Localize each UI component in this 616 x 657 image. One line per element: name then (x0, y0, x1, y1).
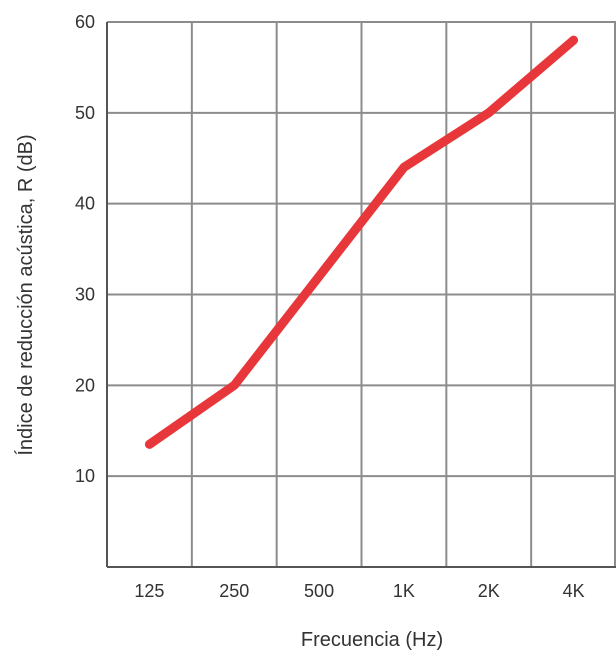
y-tick-label: 20 (75, 375, 95, 395)
x-tick-label: 1K (393, 581, 415, 601)
x-tick-label: 2K (478, 581, 500, 601)
series-layer (144, 35, 579, 449)
label-layer: Frecuencia (Hz) Índice de reducción acús… (14, 12, 585, 651)
grid-layer (107, 21, 616, 567)
series-line (144, 35, 579, 449)
axis-layer (106, 22, 616, 568)
y-tick-label: 60 (75, 12, 95, 32)
y-tick-label: 30 (75, 285, 95, 305)
x-tick-label: 4K (563, 581, 585, 601)
x-tick-label: 125 (134, 581, 164, 601)
y-tick-label: 40 (75, 194, 95, 214)
y-tick-label: 50 (75, 103, 95, 123)
y-axis-title: Índice de reducción acústica, R (dB) (14, 134, 37, 455)
x-axis-title: Frecuencia (Hz) (301, 629, 443, 651)
x-tick-label: 250 (219, 581, 249, 601)
y-tick-label: 10 (75, 466, 95, 486)
x-tick-label: 500 (304, 581, 334, 601)
